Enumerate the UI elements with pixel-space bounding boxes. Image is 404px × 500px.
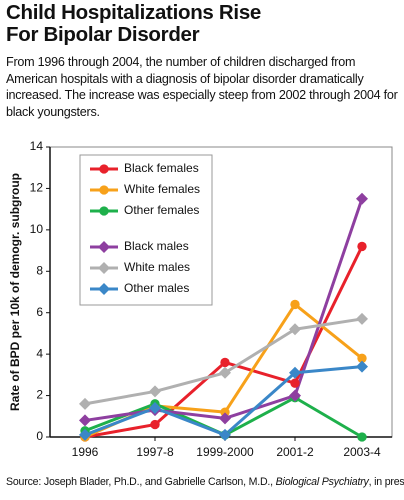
y-axis-label: Rate of BPD per 10k of demogr. subgroup	[8, 173, 22, 411]
legend-label: White males	[124, 260, 190, 274]
marker	[220, 407, 230, 417]
marker	[220, 357, 230, 368]
x-tick-label: 2001-2	[276, 445, 314, 459]
subtitle: From 1996 through 2004, the number of ch…	[6, 55, 398, 119]
marker	[98, 241, 110, 253]
legend-label: White females	[124, 182, 200, 196]
marker	[357, 432, 367, 442]
y-tick-label: 14	[30, 139, 44, 153]
marker	[357, 353, 367, 363]
legend-label: Black females	[124, 161, 199, 175]
marker	[79, 428, 91, 441]
legend-box	[79, 154, 213, 306]
y-tick-label: 0	[36, 429, 43, 443]
legend-label: Other females	[124, 203, 199, 217]
marker	[356, 312, 368, 325]
marker	[219, 366, 231, 379]
x-tick-label: 1999-2000	[196, 445, 254, 459]
y-tick-label: 4	[36, 346, 43, 360]
marker	[98, 262, 110, 274]
source-text: , in press	[368, 476, 404, 488]
chart-title: Child Hospitalizations Rise For Bipolar …	[6, 2, 402, 46]
y-tick-label: 6	[36, 305, 43, 319]
marker	[356, 192, 368, 205]
marker	[79, 414, 91, 427]
marker	[219, 428, 231, 441]
y-tick-label: 10	[30, 222, 44, 236]
legend-label: Black males	[124, 239, 189, 253]
marker	[150, 419, 160, 430]
chart: 0 2 4 6 8 10 12 14 1996 1997-8 1999-2000 2001-2 2003…	[8, 139, 393, 459]
x-tick-label: 1996	[72, 445, 99, 459]
marker	[99, 185, 109, 195]
title-line: For Bipolar Disorder	[6, 23, 200, 46]
marker	[356, 360, 368, 373]
marker	[290, 299, 300, 310]
marker	[219, 412, 231, 425]
y-tick-label: 2	[36, 388, 43, 402]
marker	[289, 323, 301, 336]
y-tick-label: 8	[36, 263, 43, 277]
marker	[290, 378, 300, 388]
marker	[99, 206, 109, 216]
marker	[99, 164, 109, 174]
source-text: Source: Joseph Blader, Ph.D., and Gabrie…	[6, 476, 276, 488]
marker	[289, 389, 301, 402]
y-tick-label: 12	[30, 181, 44, 195]
source: Source: Joseph Blader, Ph.D., and Gabrie…	[6, 476, 404, 488]
title-line: Child Hospitalizations Rise	[6, 1, 262, 24]
x-tick-label: 2003-4	[343, 445, 381, 459]
marker	[149, 385, 161, 398]
marker	[79, 397, 91, 410]
x-tick-label: 1997-8	[136, 445, 174, 459]
marker	[357, 241, 367, 252]
legend-label: Other males	[124, 281, 189, 295]
marker	[149, 402, 161, 414]
marker	[98, 283, 110, 295]
marker	[289, 366, 301, 379]
source-journal: Biological Psychiatry	[275, 476, 369, 488]
